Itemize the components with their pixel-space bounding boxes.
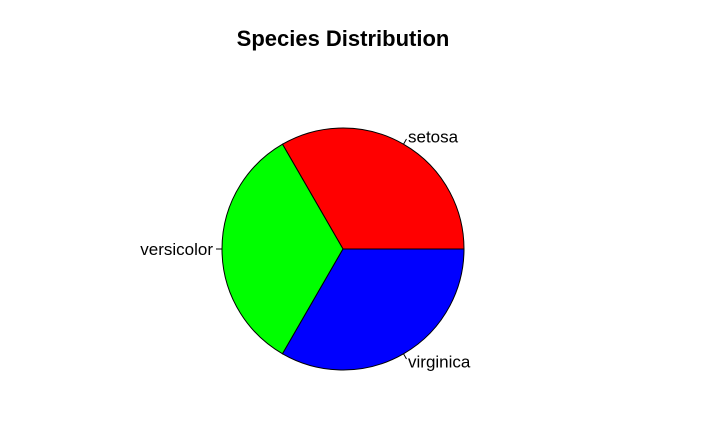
slice-label-setosa: setosa [408, 127, 459, 146]
slice-label-virginica: virginica [408, 353, 471, 372]
slice-label-versicolor: versicolor [140, 240, 213, 259]
leader-line-setosa [403, 138, 407, 145]
pie-slice-virginica [281, 248, 465, 371]
leader-line-virginica [403, 353, 407, 360]
pie-slices [221, 127, 465, 371]
pie-slice-versicolor [221, 143, 344, 355]
pie-labels: setosa versicolor virginica [140, 127, 471, 371]
chart-title: Species Distribution [237, 26, 450, 51]
pie-slice-setosa [281, 127, 465, 250]
